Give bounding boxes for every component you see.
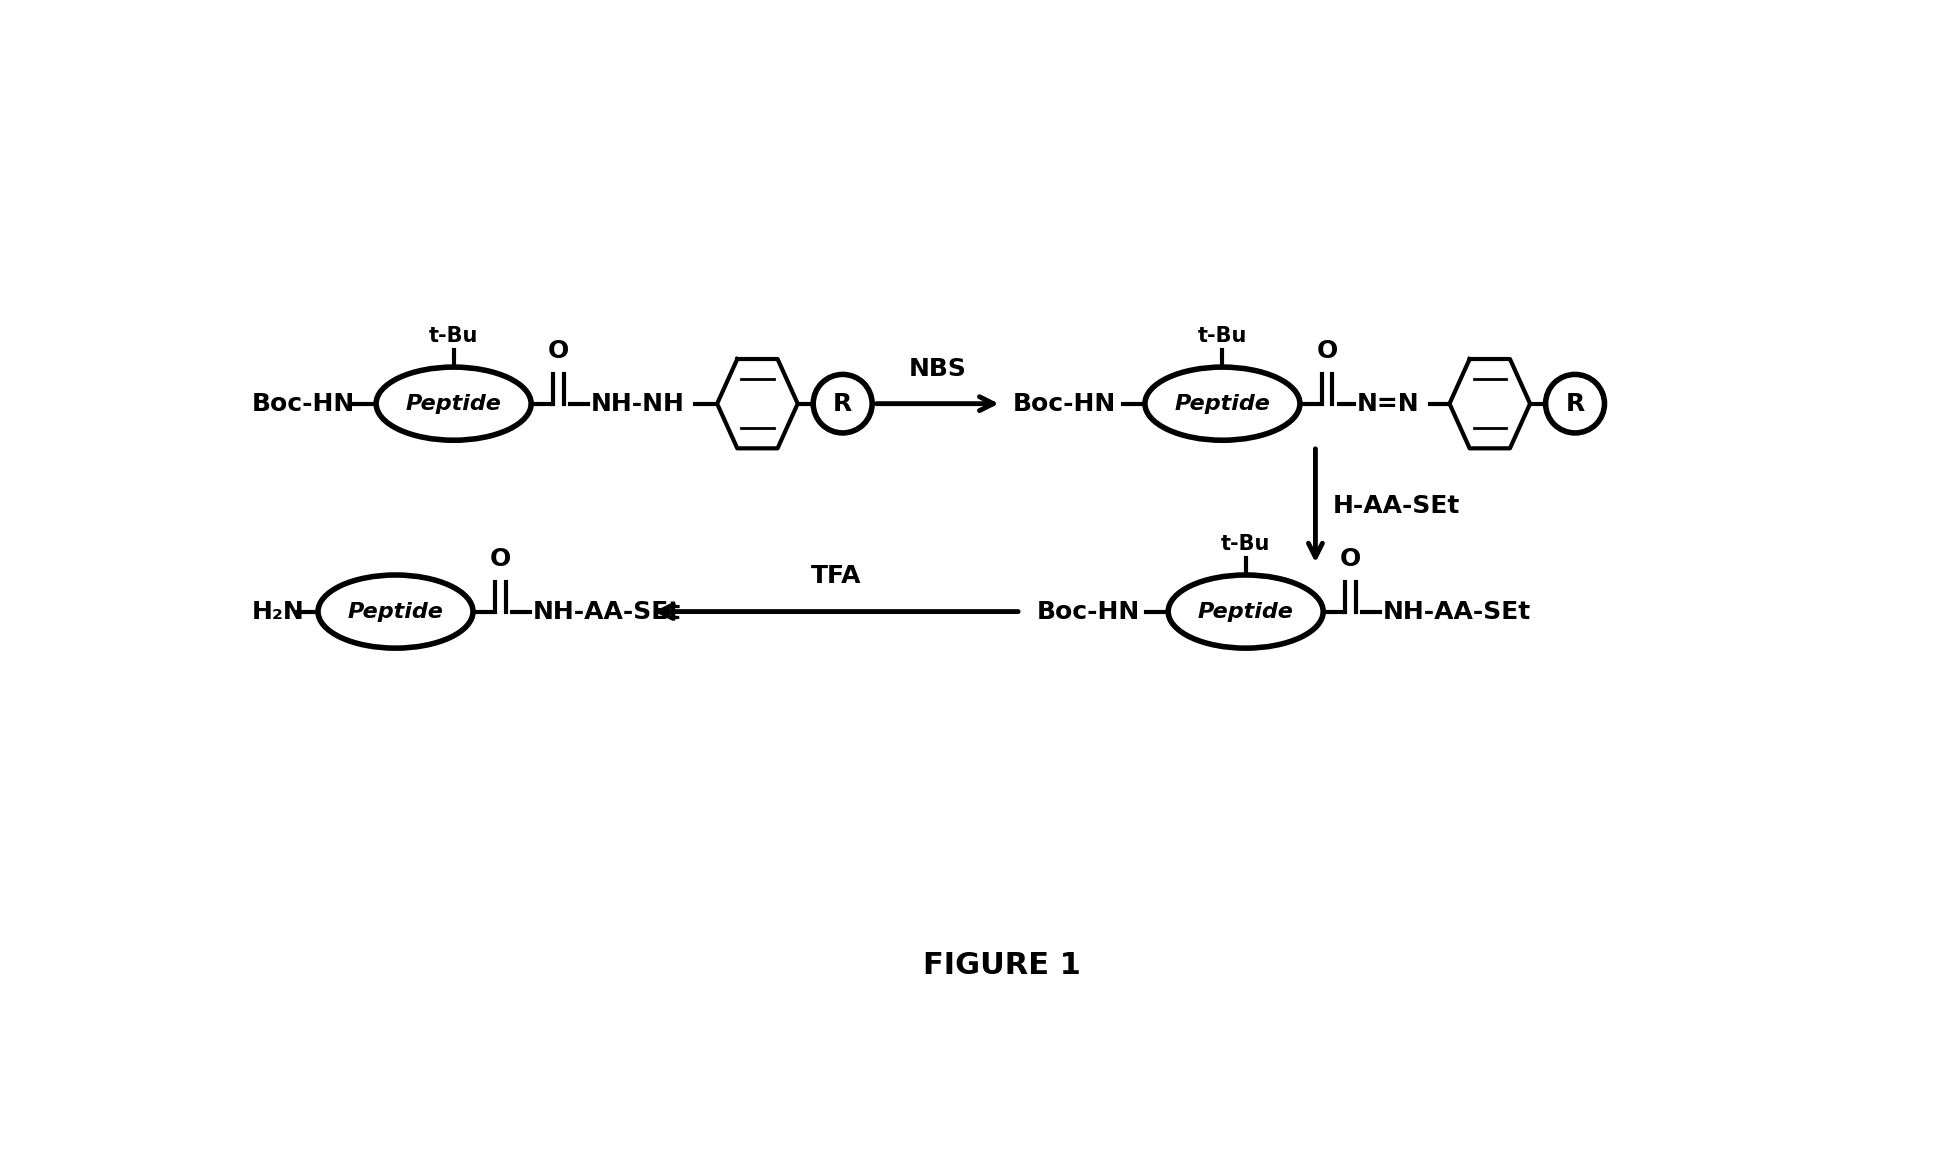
Text: R: R xyxy=(833,392,852,415)
Text: Peptide: Peptide xyxy=(348,601,444,621)
Text: O: O xyxy=(1339,547,1361,571)
Ellipse shape xyxy=(1146,368,1300,441)
Ellipse shape xyxy=(1169,575,1324,648)
Text: NH-AA-SEt: NH-AA-SEt xyxy=(532,600,680,623)
Text: Boc-HN: Boc-HN xyxy=(1013,392,1116,415)
Text: Peptide: Peptide xyxy=(407,393,502,414)
Text: t-Bu: t-Bu xyxy=(1198,327,1247,347)
Text: Boc-HN: Boc-HN xyxy=(1036,600,1140,623)
Text: H-AA-SEt: H-AA-SEt xyxy=(1333,494,1460,518)
Text: FIGURE 1: FIGURE 1 xyxy=(923,951,1081,980)
Ellipse shape xyxy=(375,368,532,441)
Text: R: R xyxy=(1566,392,1586,415)
Text: N=N: N=N xyxy=(1357,392,1419,415)
Text: NBS: NBS xyxy=(909,357,966,380)
Text: t-Bu: t-Bu xyxy=(428,327,479,347)
Ellipse shape xyxy=(319,575,473,648)
Text: Boc-HN: Boc-HN xyxy=(252,392,356,415)
Text: TFA: TFA xyxy=(811,564,862,588)
Text: H₂N: H₂N xyxy=(252,600,305,623)
Text: O: O xyxy=(1316,338,1337,363)
Text: Peptide: Peptide xyxy=(1198,601,1294,621)
Text: Peptide: Peptide xyxy=(1175,393,1271,414)
Text: O: O xyxy=(547,338,569,363)
Text: t-Bu: t-Bu xyxy=(1222,534,1271,555)
Text: NH-NH: NH-NH xyxy=(590,392,684,415)
Text: O: O xyxy=(489,547,510,571)
Text: NH-AA-SEt: NH-AA-SEt xyxy=(1382,600,1531,623)
